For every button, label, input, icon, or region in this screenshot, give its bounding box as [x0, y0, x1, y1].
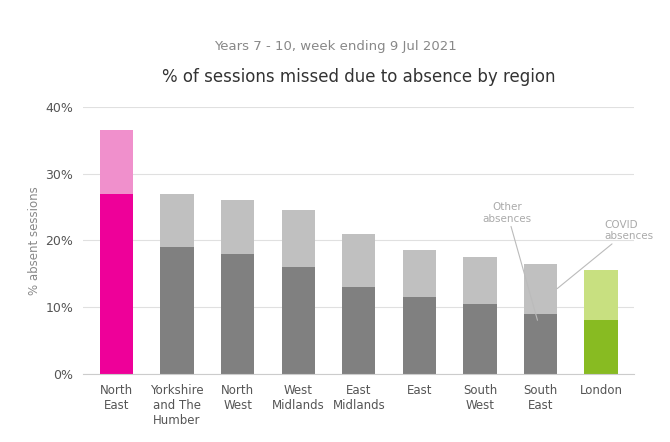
Text: Years 7 - 10, week ending 9 Jul 2021: Years 7 - 10, week ending 9 Jul 2021	[214, 40, 456, 53]
Bar	[524, 314, 557, 373]
Bar	[403, 297, 436, 373]
Text: COVID
absences: COVID absences	[557, 220, 653, 289]
Bar	[524, 263, 557, 314]
Bar	[463, 304, 496, 373]
Bar	[100, 194, 133, 373]
Bar	[221, 200, 255, 254]
Y-axis label: % absent sessions: % absent sessions	[28, 186, 42, 295]
Bar	[100, 130, 133, 194]
Title: % of sessions missed due to absence by region: % of sessions missed due to absence by r…	[162, 68, 555, 86]
Bar	[584, 271, 618, 320]
Bar	[403, 250, 436, 297]
Bar	[584, 320, 618, 373]
Bar	[463, 257, 496, 304]
Bar	[221, 254, 255, 373]
Bar	[160, 194, 194, 247]
Bar	[281, 267, 315, 373]
Text: Other
absences: Other absences	[482, 202, 537, 320]
Bar	[342, 287, 375, 373]
Bar	[342, 234, 375, 287]
Bar	[160, 247, 194, 373]
Bar	[281, 210, 315, 267]
